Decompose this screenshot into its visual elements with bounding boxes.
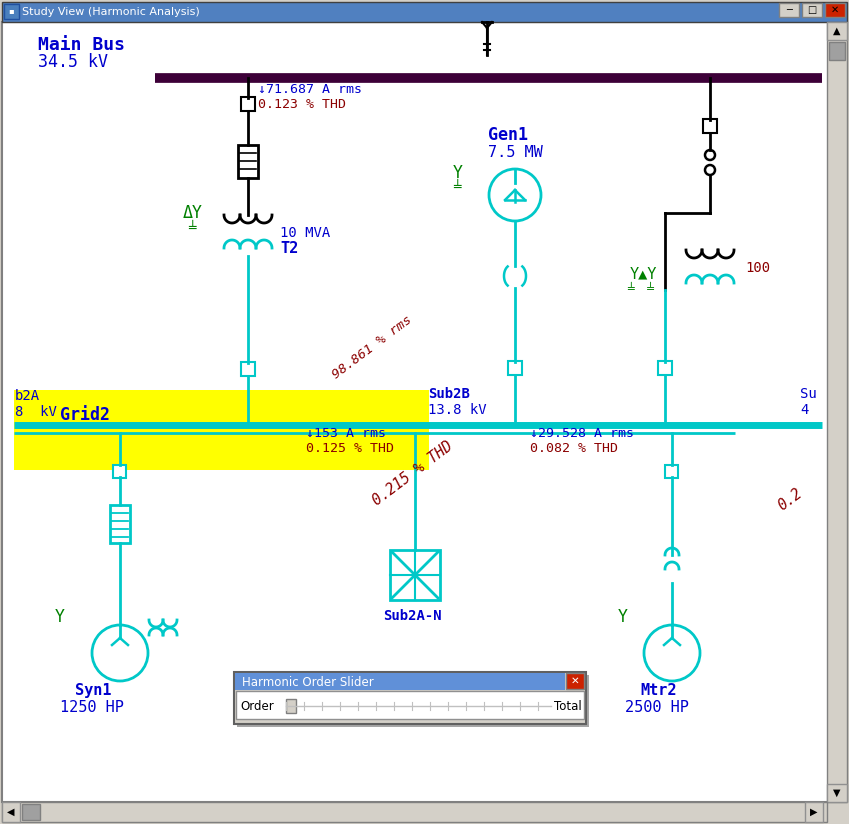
Text: ✕: ✕ bbox=[571, 676, 579, 686]
Bar bbox=[508, 361, 522, 375]
Bar bbox=[2, 802, 827, 822]
Text: 13.8 kV: 13.8 kV bbox=[428, 403, 486, 417]
Text: Syn1: Syn1 bbox=[75, 683, 111, 698]
Bar bbox=[566, 673, 584, 689]
Text: ΔY: ΔY bbox=[183, 204, 203, 222]
Text: 8  kV: 8 kV bbox=[15, 405, 57, 419]
Bar bbox=[14, 390, 429, 470]
Bar bbox=[825, 3, 845, 17]
Bar bbox=[241, 362, 255, 376]
Text: Y: Y bbox=[453, 164, 463, 182]
Text: 98.861 % rms: 98.861 % rms bbox=[330, 313, 414, 381]
Text: 0.123 % THD: 0.123 % THD bbox=[258, 98, 346, 111]
Text: ╧: ╧ bbox=[453, 181, 460, 194]
Text: b2A: b2A bbox=[15, 389, 40, 403]
Text: Y: Y bbox=[618, 608, 628, 626]
Text: Gen1: Gen1 bbox=[488, 126, 528, 144]
Text: ▶: ▶ bbox=[810, 807, 818, 817]
Text: 10 MVA: 10 MVA bbox=[280, 226, 330, 240]
Text: ↓153 A rms: ↓153 A rms bbox=[306, 427, 386, 440]
Text: ✕: ✕ bbox=[831, 5, 839, 15]
Bar bbox=[827, 22, 847, 802]
Bar bbox=[2, 2, 847, 22]
Bar bbox=[666, 465, 678, 477]
Text: ◀: ◀ bbox=[8, 807, 14, 817]
Text: ↓71.687 A rms: ↓71.687 A rms bbox=[258, 83, 362, 96]
Text: ─: ─ bbox=[786, 5, 792, 15]
Bar bbox=[114, 465, 127, 477]
Bar bbox=[22, 804, 40, 820]
Bar bbox=[805, 802, 823, 822]
Text: Total: Total bbox=[554, 700, 582, 713]
Text: 4: 4 bbox=[800, 403, 808, 417]
Text: Su: Su bbox=[800, 387, 817, 401]
Bar bbox=[4, 4, 19, 19]
Text: 0.215 % THD: 0.215 % THD bbox=[370, 438, 456, 508]
Bar bbox=[703, 119, 717, 133]
Text: 0.125 % THD: 0.125 % THD bbox=[306, 442, 394, 455]
Text: 34.5 kV: 34.5 kV bbox=[38, 53, 108, 71]
Text: □: □ bbox=[807, 5, 817, 15]
Bar bbox=[2, 802, 20, 822]
Text: Y▲Y: Y▲Y bbox=[630, 266, 657, 281]
Text: ╧: ╧ bbox=[188, 222, 195, 235]
Bar bbox=[234, 672, 586, 724]
Text: ↓29.528 A rms: ↓29.528 A rms bbox=[530, 427, 634, 440]
Text: 100: 100 bbox=[745, 261, 770, 275]
Text: ▪: ▪ bbox=[8, 7, 14, 16]
Bar bbox=[238, 145, 258, 178]
Text: ╧  ╧: ╧ ╧ bbox=[627, 283, 654, 294]
Bar bbox=[241, 97, 255, 111]
Bar bbox=[236, 691, 584, 719]
Bar bbox=[827, 22, 847, 40]
Text: ▼: ▼ bbox=[833, 788, 841, 798]
Bar bbox=[237, 675, 589, 727]
Bar bbox=[829, 42, 845, 60]
Bar bbox=[110, 505, 130, 543]
Text: T2: T2 bbox=[280, 241, 298, 256]
Text: Harmonic Order Slider: Harmonic Order Slider bbox=[242, 676, 374, 689]
Text: Sub2A-N: Sub2A-N bbox=[383, 609, 441, 623]
Text: Sub2B: Sub2B bbox=[428, 387, 469, 401]
Text: Grid2: Grid2 bbox=[60, 406, 110, 424]
Text: 0.082 % THD: 0.082 % THD bbox=[530, 442, 618, 455]
Text: Y: Y bbox=[55, 608, 65, 626]
Bar bbox=[390, 550, 440, 600]
Text: ▲: ▲ bbox=[833, 26, 841, 36]
Bar bbox=[827, 784, 847, 802]
Text: 2500 HP: 2500 HP bbox=[625, 700, 689, 715]
Text: Main Bus: Main Bus bbox=[38, 36, 125, 54]
Bar bbox=[658, 361, 672, 375]
Bar bbox=[802, 3, 822, 17]
Text: Mtr2: Mtr2 bbox=[640, 683, 677, 698]
Bar bbox=[235, 673, 565, 690]
Bar bbox=[286, 699, 296, 713]
Text: Order: Order bbox=[240, 700, 273, 713]
Text: Study View (Harmonic Analysis): Study View (Harmonic Analysis) bbox=[22, 7, 200, 17]
Text: 1250 HP: 1250 HP bbox=[60, 700, 124, 715]
Text: 7.5 MW: 7.5 MW bbox=[488, 145, 543, 160]
Bar bbox=[779, 3, 799, 17]
Text: 0.2: 0.2 bbox=[775, 485, 805, 513]
